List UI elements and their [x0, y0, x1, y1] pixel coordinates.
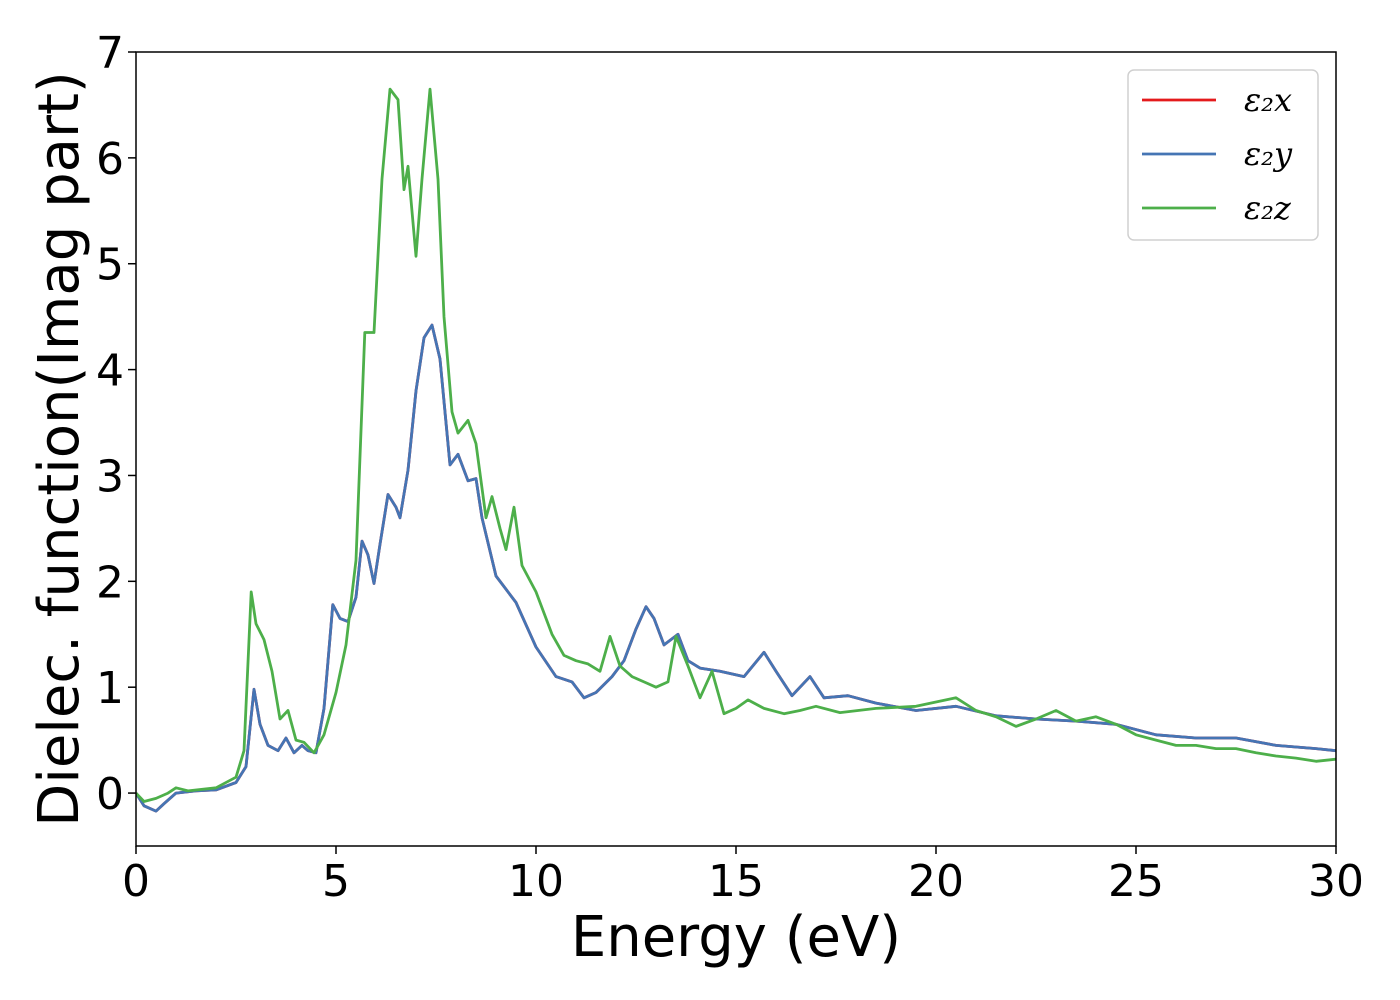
legend: ε₂x ε₂y ε₂z: [1127, 69, 1319, 241]
y-tick-label: 6: [96, 134, 124, 185]
x-tick-label: 0: [122, 856, 150, 907]
legend-label: ε₂z: [1244, 189, 1292, 227]
series-line-3: [136, 87, 1336, 803]
y-axis-label: Dielec. function(Imag part): [27, 71, 92, 827]
legend-items: ε₂x ε₂y ε₂z: [1142, 81, 1293, 227]
legend-label: ε₂y: [1244, 135, 1293, 173]
legend-label: ε₂x: [1244, 81, 1292, 119]
x-axis-ticks: 0 5 10 15 20 25 30: [122, 846, 1364, 907]
series-layer: [136, 87, 1336, 813]
y-tick-label: 5: [96, 240, 124, 291]
x-tick-label: 5: [322, 856, 350, 907]
x-tick-label: 10: [508, 856, 564, 907]
y-tick-label: 2: [96, 557, 124, 608]
x-tick-label: 15: [708, 856, 764, 907]
y-tick-label: 7: [96, 28, 124, 79]
x-axis-label: Energy (eV): [571, 905, 901, 970]
x-tick-label: 25: [1108, 856, 1164, 907]
x-tick-label: 30: [1308, 856, 1364, 907]
y-tick-label: 0: [96, 769, 124, 820]
y-tick-label: 4: [96, 346, 124, 397]
x-tick-label: 20: [908, 856, 964, 907]
legend-box: [1127, 69, 1319, 241]
y-axis-ticks: 0 1 2 3 4 5 6 7: [96, 28, 136, 820]
y-tick-label: 3: [96, 451, 124, 502]
series-line-2: [136, 323, 1336, 813]
y-tick-label: 1: [96, 663, 124, 714]
